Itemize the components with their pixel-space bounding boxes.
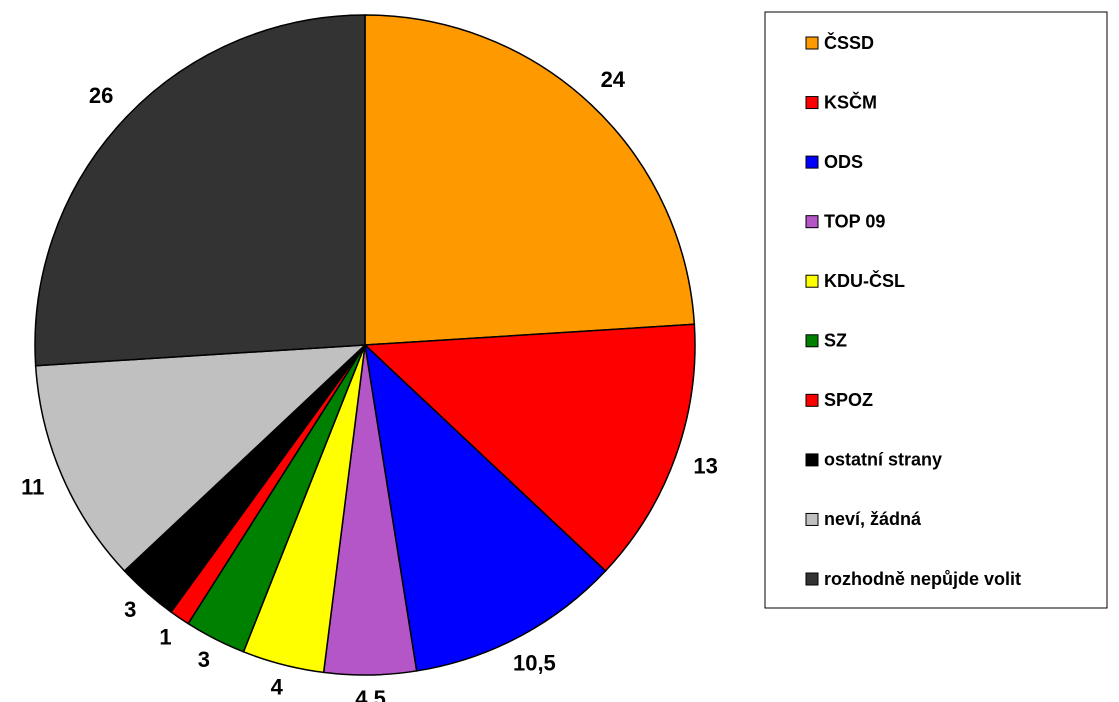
- legend-label: KDU-ČSL: [824, 270, 905, 291]
- legend-label: ostatní strany: [824, 450, 942, 470]
- value-label: 24: [601, 67, 626, 92]
- legend-swatch: [805, 512, 819, 526]
- legend-label: KSČM: [824, 91, 877, 112]
- value-label: 11: [21, 475, 44, 500]
- value-label: 3: [124, 597, 136, 622]
- legend-label: ČSSD: [824, 32, 874, 53]
- legend-label: SPOZ: [824, 390, 873, 410]
- value-label: 26: [89, 83, 113, 108]
- legend-swatch: [805, 215, 819, 229]
- legend-swatch: [805, 453, 819, 467]
- legend-swatch: [805, 572, 819, 586]
- value-label: 13: [693, 453, 717, 478]
- legend-label: rozhodně nepůjde volit: [824, 569, 1021, 589]
- value-label: 1: [159, 624, 171, 649]
- legend-swatch: [805, 274, 819, 288]
- pie-slice: [34, 344, 368, 572]
- legend-box: [764, 11, 1108, 609]
- pie-slice: [363, 342, 607, 672]
- pie-slice: [34, 14, 366, 367]
- value-label: 10,5: [513, 651, 556, 676]
- value-label: 4: [271, 675, 284, 700]
- legend-swatch: [805, 155, 819, 169]
- legend-label: TOP 09: [824, 211, 885, 231]
- legend-swatch: [805, 96, 819, 110]
- legend-swatch: [805, 36, 819, 50]
- legend-swatch: [805, 393, 819, 407]
- pie-slice: [363, 323, 696, 572]
- legend-label: neví, žádná: [824, 509, 922, 529]
- pie-slice: [364, 14, 696, 346]
- legend-label: ODS: [824, 152, 863, 172]
- legend-swatch: [805, 334, 819, 348]
- value-label: 3: [198, 647, 210, 672]
- legend-label: SZ: [824, 331, 847, 351]
- value-label: 4,5: [355, 686, 386, 702]
